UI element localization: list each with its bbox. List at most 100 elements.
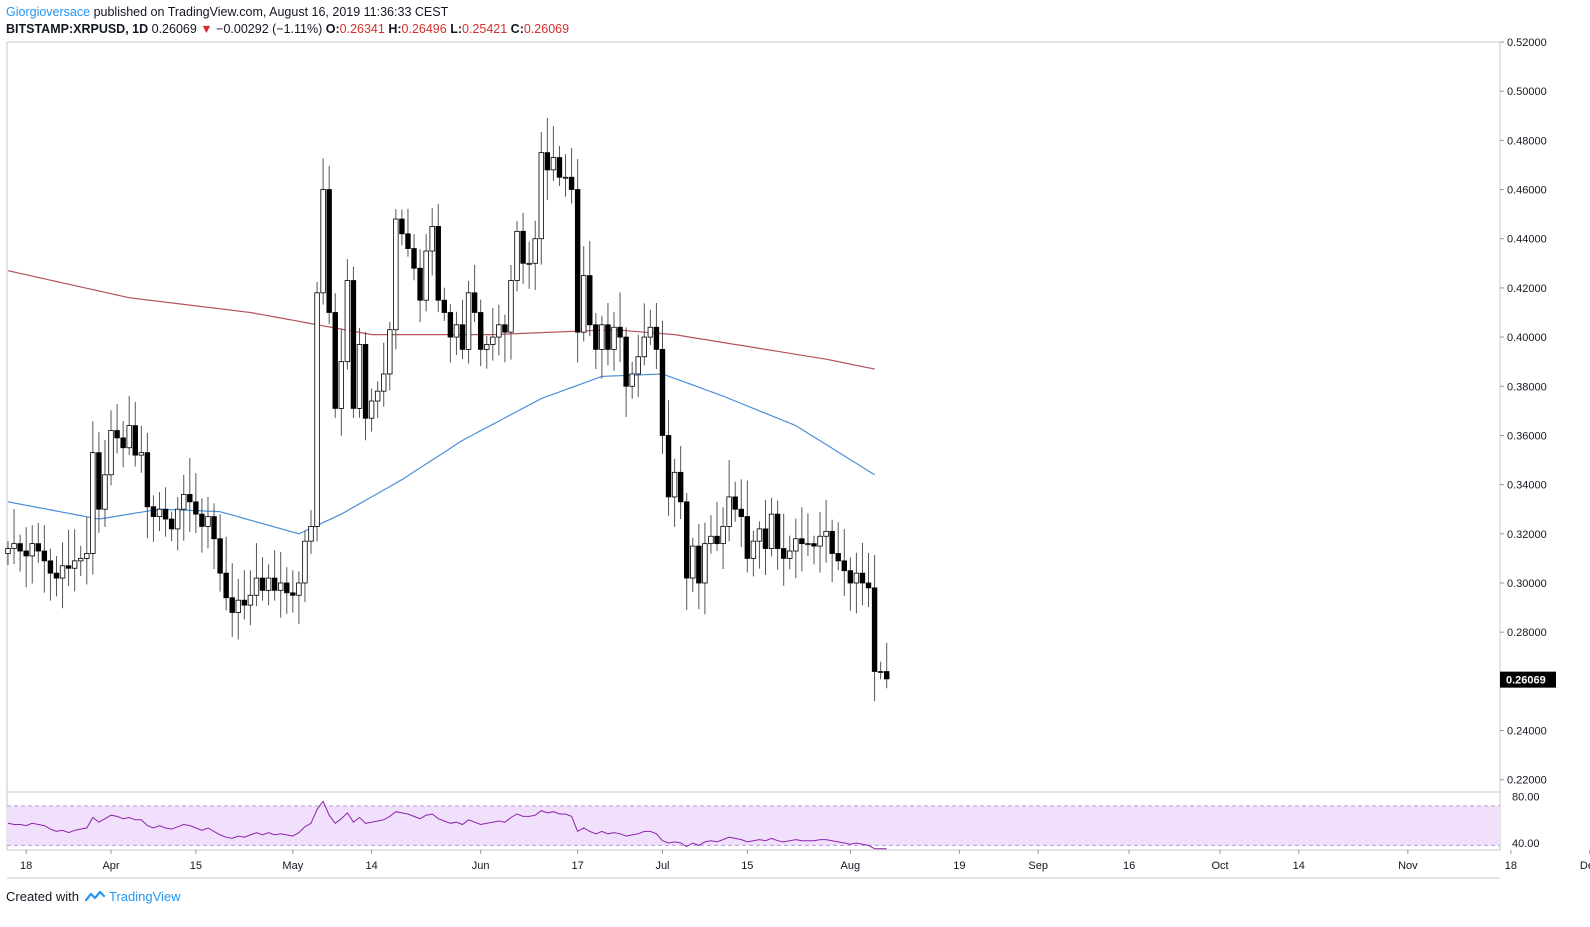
candle-body: [562, 176, 569, 179]
price-tick-label: 0.52000: [1507, 37, 1547, 49]
candle-body: [338, 361, 344, 409]
candle: [277, 552, 284, 618]
candle: [677, 446, 684, 520]
symbol-label: BITSTAMP:XRPUSD, 1D: [6, 22, 149, 36]
candle-body: [126, 425, 132, 449]
time-tick-label: 15: [741, 860, 753, 872]
time-tick-label: Aug: [841, 860, 861, 872]
candle: [538, 132, 544, 265]
time-tick-label: Apr: [102, 860, 119, 872]
candle: [762, 499, 769, 575]
candle: [168, 511, 175, 542]
candle: [568, 148, 575, 204]
candle-body: [471, 292, 478, 313]
candle: [871, 554, 878, 702]
candle-body: [174, 508, 181, 530]
candle: [320, 158, 326, 305]
candle-body: [387, 329, 393, 375]
candle-body: [538, 152, 544, 240]
candle-body: [393, 218, 399, 331]
candle-body: [241, 599, 248, 606]
candle: [5, 541, 11, 565]
price-change: −0.00292 (−1.11%): [216, 22, 323, 36]
candle: [629, 361, 635, 399]
tradingview-brand[interactable]: TradingView: [108, 889, 181, 904]
ohlc-legend: BITSTAMP:XRPUSD, 1D 0.26069 ▼ −0.00292 (…: [6, 22, 569, 36]
candle: [835, 522, 841, 571]
moving-average-line: [7, 373, 875, 535]
candle: [714, 501, 720, 552]
price-tick-label: 0.36000: [1507, 430, 1547, 442]
candle: [217, 514, 223, 592]
candle: [465, 280, 472, 364]
candle: [859, 542, 866, 606]
candle: [187, 458, 193, 532]
author-link[interactable]: Giorgioversace: [6, 5, 91, 19]
candle-body: [732, 496, 738, 510]
candle: [205, 496, 211, 549]
candle-body: [477, 312, 484, 350]
time-tick-label: May: [282, 860, 303, 872]
time-tick-label: Oct: [1211, 860, 1228, 872]
candle-body: [217, 538, 223, 574]
candle-body: [490, 336, 496, 345]
time-tick-label: 14: [365, 860, 377, 872]
price-tick-label: 0.40000: [1507, 332, 1547, 344]
time-tick-label: 18: [1505, 860, 1517, 872]
price-tick-label: 0.34000: [1507, 480, 1547, 492]
candle: [126, 395, 132, 456]
candle-body: [865, 582, 872, 589]
price-tick-label: 0.24000: [1507, 726, 1547, 738]
candle-body: [617, 326, 623, 338]
candle-body: [502, 324, 508, 333]
candle: [96, 432, 102, 533]
footer: Created with TradingView: [6, 889, 181, 904]
candle-body: [71, 560, 78, 569]
low-value: 0.25421: [462, 22, 508, 36]
time-axis[interactable]: 18 Apr 15 May 14 Jun 17 Jul 15 Aug 19 Sep 16 Oct 14 Nov…: [20, 850, 1590, 872]
candle: [829, 519, 835, 583]
candle: [332, 293, 338, 418]
candle-body: [435, 226, 441, 301]
candle: [659, 320, 666, 455]
candle: [526, 241, 532, 289]
open-label: O:: [325, 22, 340, 36]
candle: [690, 537, 696, 593]
price-tick-label: 0.30000: [1507, 578, 1547, 590]
candle: [587, 240, 593, 337]
candle: [114, 404, 120, 454]
candle-body: [290, 592, 296, 596]
candle-body: [399, 218, 405, 235]
candle: [550, 126, 557, 181]
candle: [599, 315, 605, 379]
candle-body: [871, 587, 878, 672]
candle-body: [762, 528, 769, 549]
candle: [671, 458, 678, 527]
candle-body: [544, 152, 551, 171]
candle: [823, 499, 829, 563]
candle-body: [411, 248, 417, 269]
rsi-axis: 80.00 40.00: [1512, 792, 1540, 850]
candle-body: [247, 594, 254, 606]
candle-body: [829, 530, 835, 554]
publication-line: Giorgioversace published on TradingView.…: [6, 5, 448, 19]
candle-body: [611, 326, 617, 350]
candle: [387, 321, 393, 391]
candle: [423, 233, 429, 312]
candle: [787, 535, 793, 570]
candle: [793, 518, 799, 579]
candle: [799, 507, 805, 572]
candle-body: [550, 157, 557, 171]
candle: [253, 543, 260, 607]
candle: [11, 509, 17, 565]
candle: [47, 548, 54, 601]
candle: [805, 513, 811, 556]
candle-body: [271, 577, 278, 591]
candle-body: [120, 437, 126, 449]
candle: [744, 480, 751, 573]
candle: [284, 567, 290, 614]
candle: [326, 165, 332, 325]
candle: [65, 529, 72, 587]
candle-body: [138, 452, 145, 456]
